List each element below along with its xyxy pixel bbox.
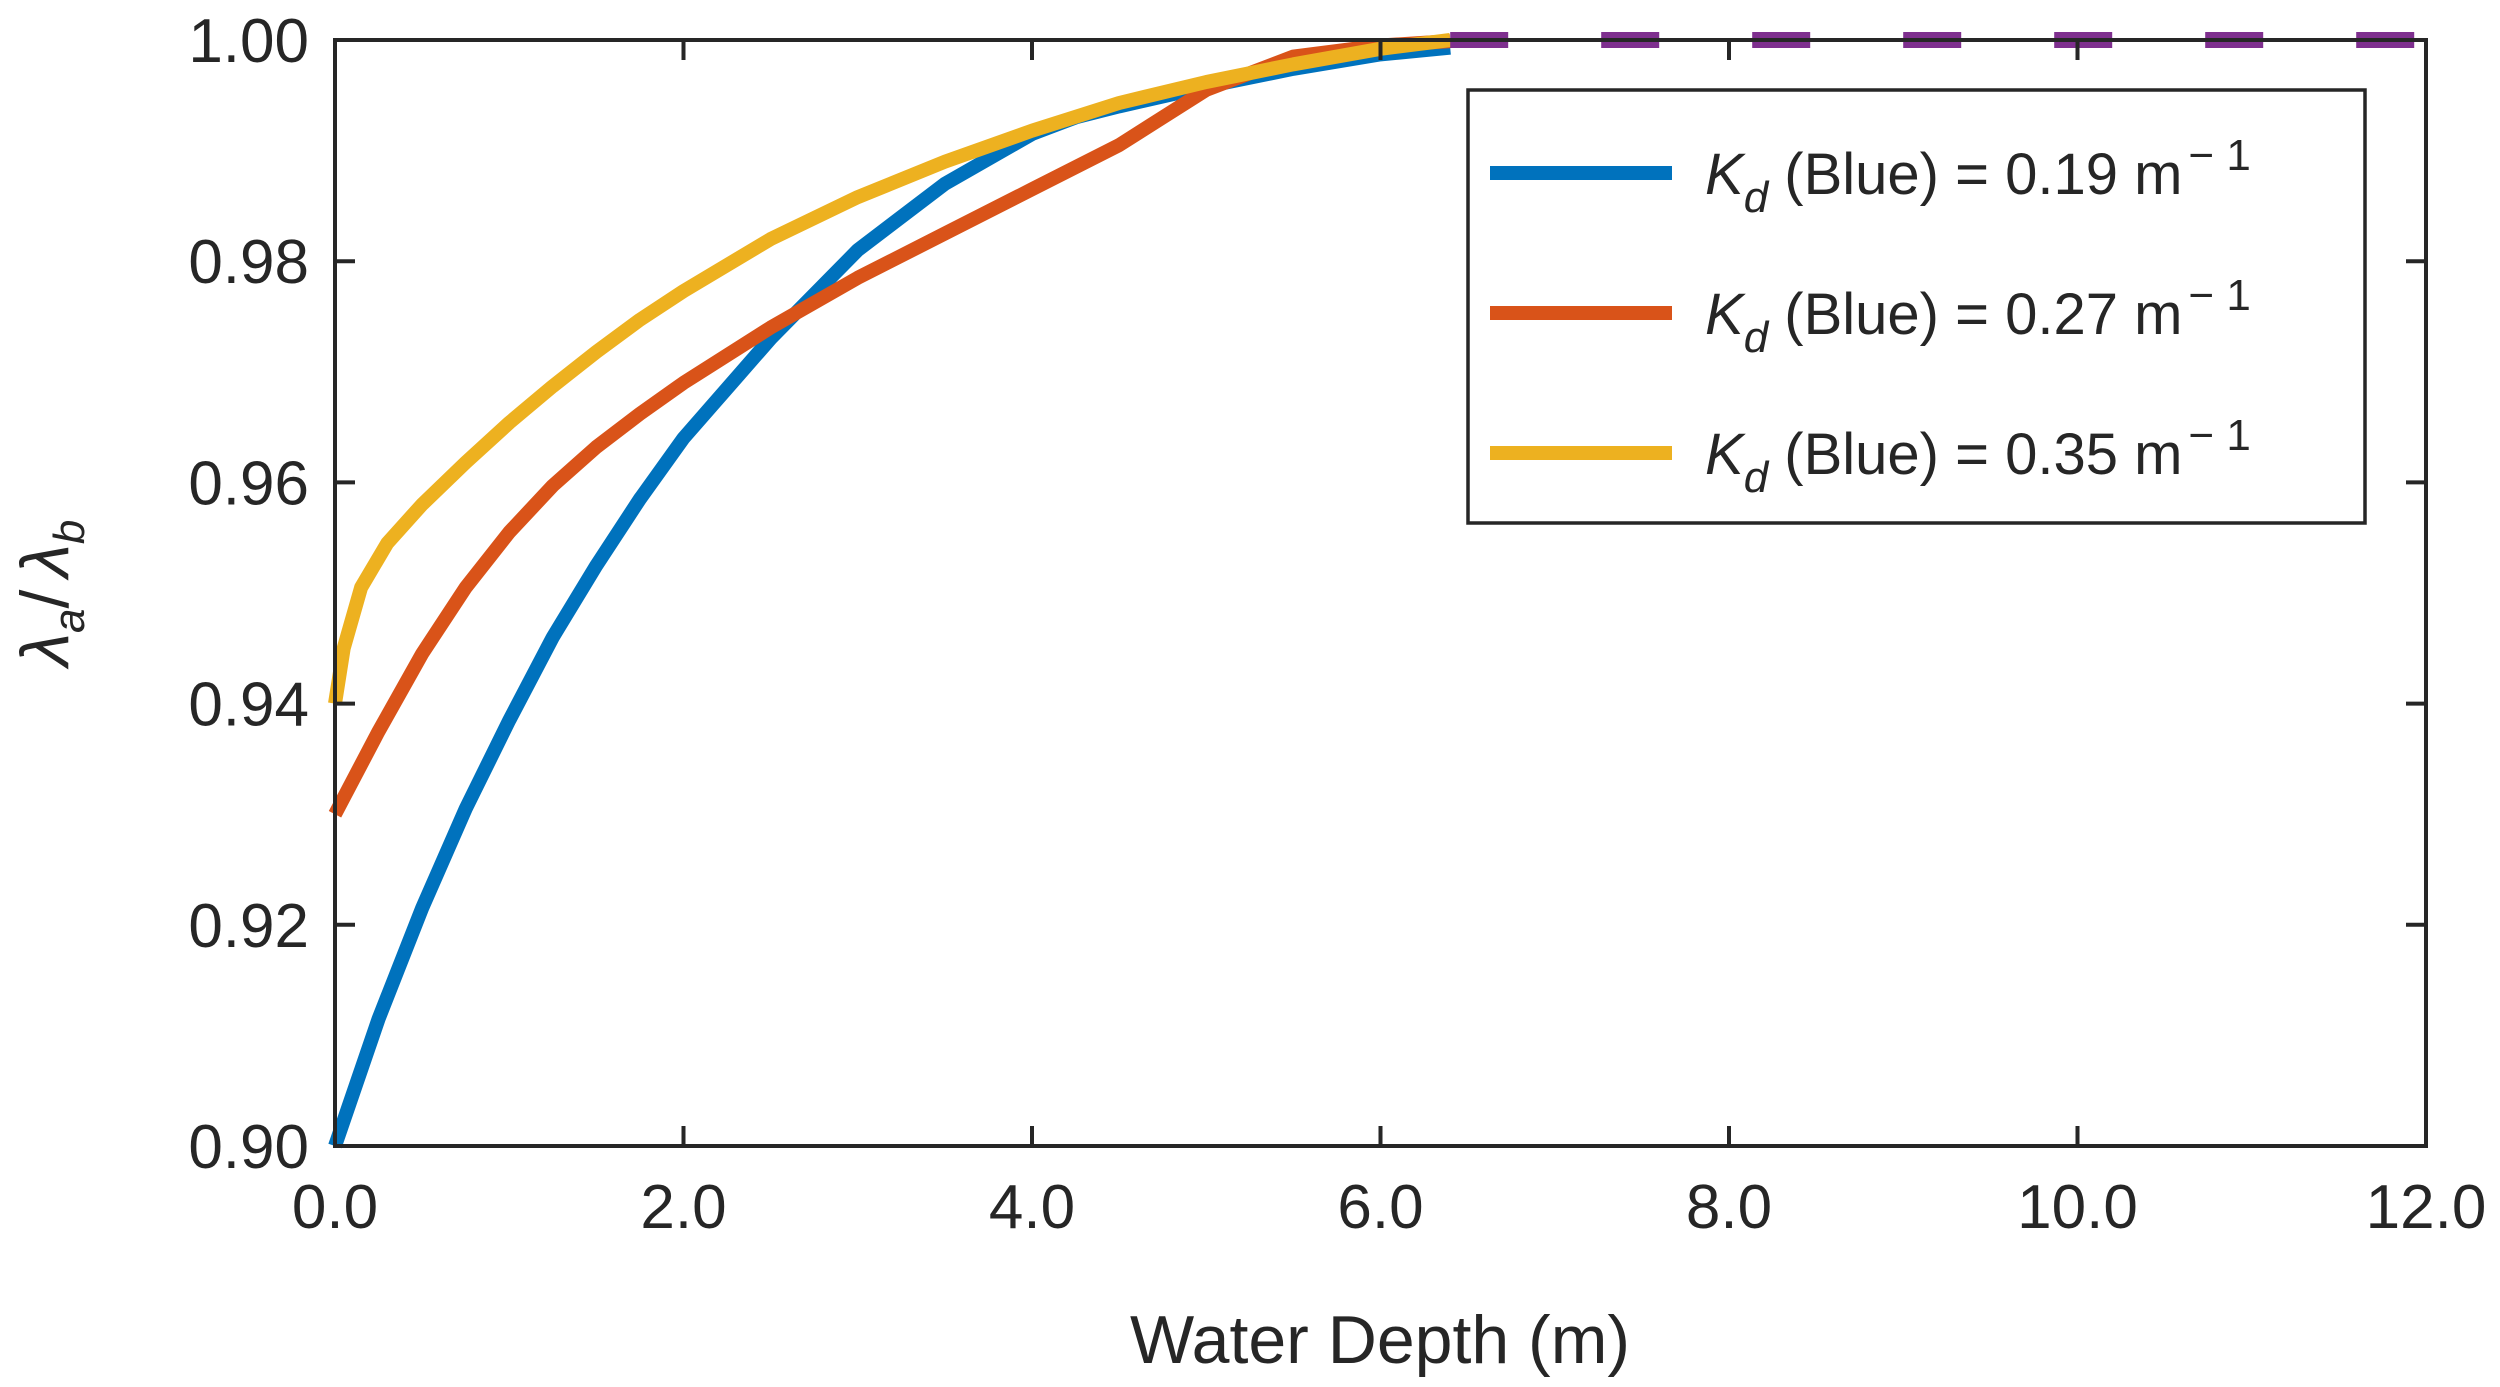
x-tick-label: 2.0 xyxy=(640,1173,726,1242)
legend-label: Kd (Blue) = 0.27 m − 1 xyxy=(1705,271,2251,362)
legend-superscript: − 1 xyxy=(2188,411,2250,460)
legend-symbol: K xyxy=(1705,142,1746,207)
y-label-numerator-sub: a xyxy=(45,608,94,632)
legend: Kd (Blue) = 0.19 m − 1Kd (Blue) = 0.27 m −… xyxy=(1466,88,2367,525)
series-line-3 xyxy=(328,33,1452,705)
x-tick-label: 12.0 xyxy=(2366,1173,2487,1242)
axis-tick-labels: 0.0 2.0 4.0 6.0 8.0 10.0 12.0 0.90 0.92 0.94 0.96 0… xyxy=(188,7,2486,1242)
legend-text: (Blue) = 0.27 m xyxy=(1768,282,2182,347)
legend-entries: Kd (Blue) = 0.19 m − 1Kd (Blue) = 0.27 m −… xyxy=(1490,131,2251,502)
y-label-denominator-sub: b xyxy=(45,520,94,544)
y-tick-label: 0.90 xyxy=(188,1113,309,1182)
y-axis-label: λa/λb xyxy=(7,520,94,671)
x-axis-label: Water Depth (m) xyxy=(1130,1302,1630,1378)
legend-superscript: − 1 xyxy=(2188,271,2250,320)
y-label-denominator-symbol: λ xyxy=(7,544,83,581)
legend-subscript: d xyxy=(1744,453,1770,502)
legend-subscript: d xyxy=(1744,313,1770,362)
legend-text: (Blue) = 0.35 m xyxy=(1768,422,2182,487)
legend-superscript: − 1 xyxy=(2188,131,2250,180)
legend-symbol: K xyxy=(1705,422,1746,487)
x-tick-label: 6.0 xyxy=(1337,1173,1423,1242)
legend-text: (Blue) = 0.19 m xyxy=(1768,142,2182,207)
axis-ticks xyxy=(333,38,2428,1148)
legend-subscript: d xyxy=(1744,173,1770,222)
x-tick-label: 4.0 xyxy=(989,1173,1075,1242)
y-label-divider: / xyxy=(7,589,83,608)
legend-label: Kd (Blue) = 0.19 m − 1 xyxy=(1705,131,2251,222)
y-tick-label: 0.98 xyxy=(188,228,309,297)
legend-symbol: K xyxy=(1705,282,1746,347)
y-tick-label: 0.92 xyxy=(188,892,309,961)
y-label-numerator-symbol: λ xyxy=(7,633,83,670)
x-tick-label: 0.0 xyxy=(292,1173,378,1242)
legend-label: Kd (Blue) = 0.35 m − 1 xyxy=(1705,411,2251,502)
y-tick-label: 0.94 xyxy=(188,671,309,740)
x-tick-label: 10.0 xyxy=(2017,1173,2138,1242)
x-tick-label: 8.0 xyxy=(1686,1173,1772,1242)
y-tick-label: 0.96 xyxy=(188,449,309,518)
y-tick-label: 1.00 xyxy=(188,7,309,76)
